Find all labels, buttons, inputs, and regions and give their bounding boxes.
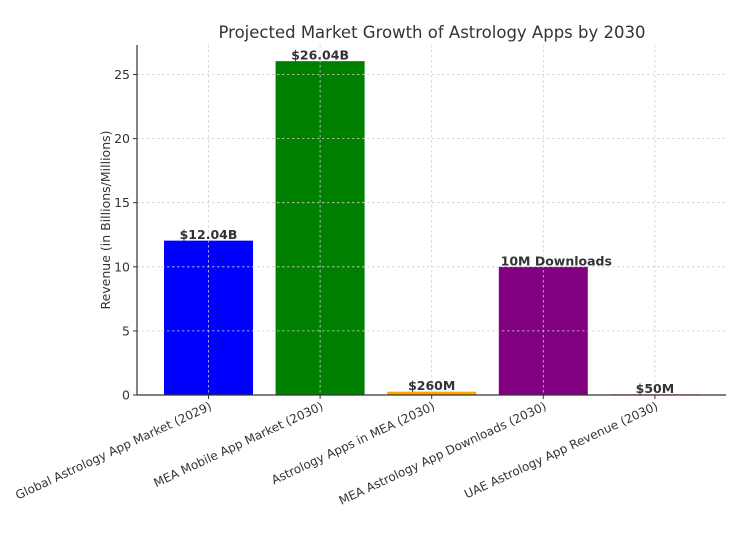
y-axis-label: Revenue (in Billions/Millions) (98, 130, 113, 309)
x-axis-ticks: Global Astrology App Market (2029)MEA Mo… (13, 395, 660, 508)
bar-value-labels: $12.04B $26.04B $260M 10M Downloads $50M (180, 48, 675, 396)
bar-value-label: 10M Downloads (501, 253, 612, 268)
y-tick-label: 5 (122, 323, 130, 338)
y-axis-ticks: 0 5 10 15 20 25 (114, 67, 137, 403)
bar (387, 391, 477, 395)
x-tick-label: Global Astrology App Market (2029) (13, 399, 214, 502)
bar-value-label: $26.04B (291, 48, 349, 63)
gridlines (137, 45, 726, 395)
y-tick-label: 25 (114, 67, 130, 82)
y-tick-label: 10 (114, 259, 130, 274)
x-tick-label: MEA Astrology App Downloads (2030) (337, 399, 549, 508)
y-tick-label: 15 (114, 195, 130, 210)
y-tick-label: 0 (122, 388, 130, 403)
bar-value-label: $50M (636, 381, 675, 396)
chart-title: Projected Market Growth of Astrology App… (219, 23, 646, 42)
bar-value-label: $12.04B (180, 227, 238, 242)
x-tick-label: UAE Astrology App Revenue (2030) (462, 399, 660, 501)
bar-value-label: $260M (408, 378, 455, 393)
y-tick-label: 20 (114, 131, 130, 146)
